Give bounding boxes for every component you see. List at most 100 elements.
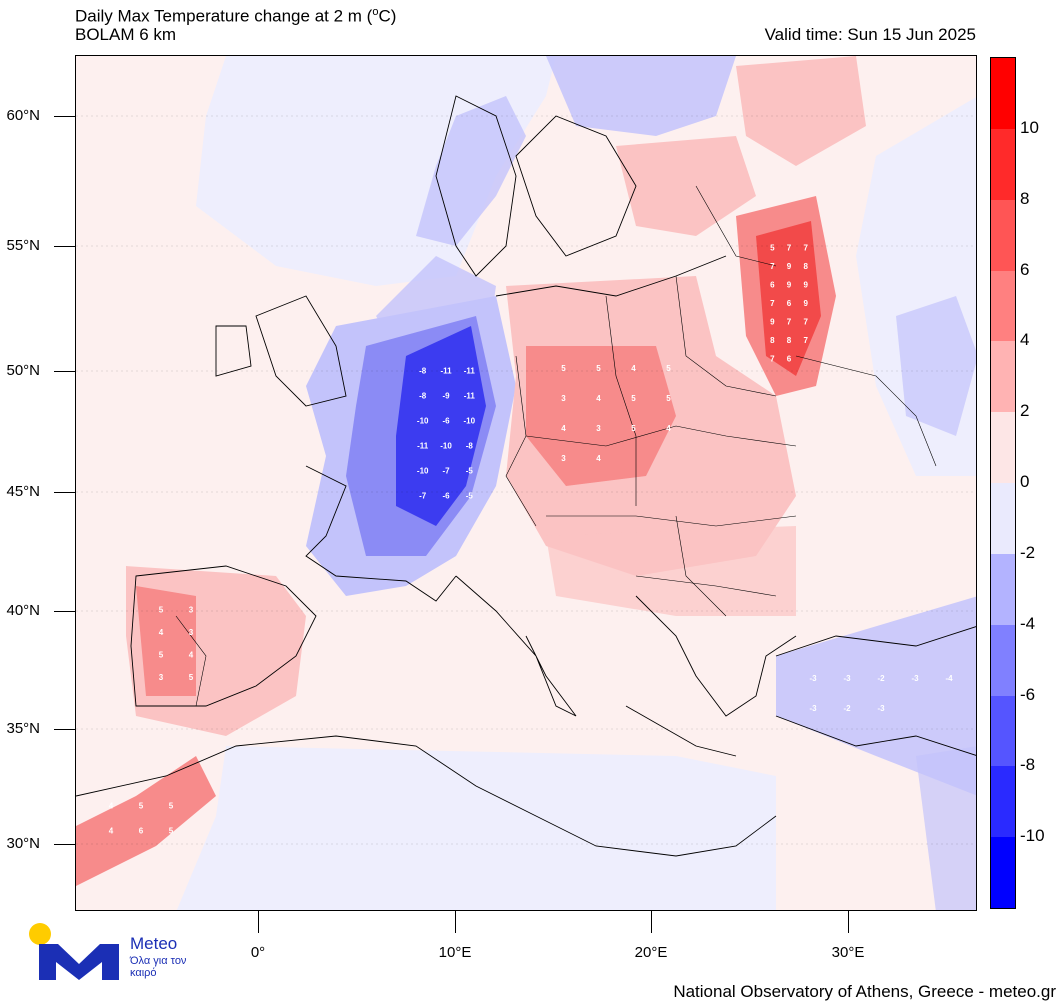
value-label: 5	[159, 605, 164, 614]
colorbar-label: -4	[1020, 613, 1036, 633]
value-label: 7	[787, 318, 792, 327]
latitude-tick	[54, 611, 75, 612]
value-label: -8	[419, 392, 427, 401]
value-label: -3	[843, 674, 851, 683]
value-label: -6	[442, 417, 450, 426]
colorbar-label: 0	[1020, 472, 1030, 491]
value-label: 5	[139, 802, 144, 811]
cold-region-france-core	[396, 326, 486, 526]
credit-text: National Observatory of Athens, Greece -…	[673, 982, 1056, 1001]
colorbar-segment	[991, 624, 1015, 696]
colorbar-label: 8	[1020, 188, 1030, 208]
warm-region-balkans	[546, 526, 796, 616]
colorbar-segment	[991, 270, 1015, 342]
warm-region-iberia-core	[136, 586, 196, 696]
colorbar-segment	[991, 341, 1015, 413]
value-label: 5	[561, 364, 566, 373]
latitude-label: 55°N	[6, 237, 40, 254]
cool-region-northeast	[546, 56, 736, 136]
colorbar-label: -8	[1020, 755, 1036, 775]
cool-region-scandinavia	[416, 96, 526, 246]
colorbar-label: -10	[1020, 826, 1045, 846]
value-label: 9	[787, 262, 792, 271]
value-label: 9	[770, 318, 775, 327]
value-label: -9	[442, 392, 450, 401]
value-label: 4	[666, 424, 671, 433]
value-label: -2	[877, 674, 885, 683]
colorbar-label: 2	[1020, 401, 1030, 421]
value-label: 4	[631, 364, 636, 373]
value-label: 7	[770, 355, 775, 364]
longitude-tick	[848, 911, 849, 933]
value-label: 7	[770, 299, 775, 308]
value-label: 3	[189, 628, 194, 637]
value-label: 5	[169, 802, 174, 811]
colorbar-label: -6	[1020, 684, 1036, 704]
value-label: 4	[596, 394, 601, 403]
value-label: 6	[787, 355, 792, 364]
value-label: 5	[631, 424, 636, 433]
value-label: 7	[803, 243, 808, 252]
value-label: -2	[843, 704, 851, 713]
value-label: -3	[809, 704, 817, 713]
value-labels: 5 5 4 5 3 4 5 5 4 3 5 4 3 4 5 7 7 7 9 8 6 9 9 7 6 9 9 7 7 8 8 7 7 6 -8 -11 -…	[109, 243, 953, 835]
latitude-tick	[54, 729, 75, 730]
latitude-label: 30°N	[6, 835, 40, 852]
value-label: 3	[189, 605, 194, 614]
value-label: 6	[139, 827, 144, 836]
value-label: 5	[169, 827, 174, 836]
meteo-logo	[29, 923, 119, 980]
value-label: 5	[189, 673, 194, 682]
temperature-change-map[interactable]: 5 5 4 5 3 4 5 5 4 3 5 4 3 4 5 7 7 7 9 8 6 9 9 7 6 9 9 7 7 8 8 7 7 6 -8 -11 -…	[75, 55, 977, 911]
longitude-label: 30°E	[831, 944, 865, 961]
value-label: -3	[911, 674, 919, 683]
value-label: 9	[803, 299, 808, 308]
latitude-tick	[54, 492, 75, 493]
value-label: 7	[770, 262, 775, 271]
value-label: 5	[666, 394, 671, 403]
longitude-label: 20°E	[634, 944, 668, 961]
graticule	[76, 115, 976, 845]
value-label: 3	[561, 454, 566, 463]
longitude-tick	[651, 911, 652, 933]
value-label: -10	[464, 417, 476, 426]
sun-icon	[29, 923, 51, 945]
value-label: -5	[466, 492, 474, 501]
value-label: -11	[417, 442, 429, 451]
colorbar-label: 6	[1020, 259, 1030, 279]
value-label: -7	[442, 467, 450, 476]
colorbar-label: 4	[1020, 330, 1030, 350]
value-label: -7	[419, 492, 427, 501]
logo-name: Meteo	[130, 934, 178, 953]
colorbar-segment	[991, 128, 1015, 201]
value-label: 4	[189, 650, 194, 659]
cool-region-east-patches	[896, 296, 976, 436]
longitude-tick	[258, 911, 259, 933]
value-label: -11	[464, 392, 476, 401]
value-label: 3	[159, 673, 164, 682]
logo-tagline: Όλα για τον καιρό	[130, 955, 187, 979]
cool-region-mediterranean	[176, 746, 776, 910]
value-label: 7	[803, 318, 808, 327]
value-label: 7	[803, 336, 808, 345]
value-label: 8	[787, 336, 792, 345]
value-label: 4	[109, 802, 114, 811]
latitude-tick	[54, 246, 75, 247]
value-label: -11	[440, 367, 452, 376]
value-label: -10	[440, 442, 452, 451]
colorbar-segment	[991, 199, 1015, 271]
warm-region-russia-core	[756, 221, 821, 376]
value-label: -10	[417, 417, 429, 426]
value-label: 9	[803, 280, 808, 289]
value-label: 3	[561, 394, 566, 403]
warm-region-central-europe-core	[526, 346, 676, 486]
cool-region-levant	[916, 746, 976, 910]
latitude-label: 35°N	[6, 720, 40, 737]
value-label: 5	[631, 394, 636, 403]
value-label: 4	[109, 827, 114, 836]
latitude-tick	[54, 371, 75, 372]
value-label: -5	[466, 467, 474, 476]
value-label: 4	[596, 454, 601, 463]
latitude-label: 40°N	[6, 602, 40, 619]
value-label: -11	[464, 367, 476, 376]
